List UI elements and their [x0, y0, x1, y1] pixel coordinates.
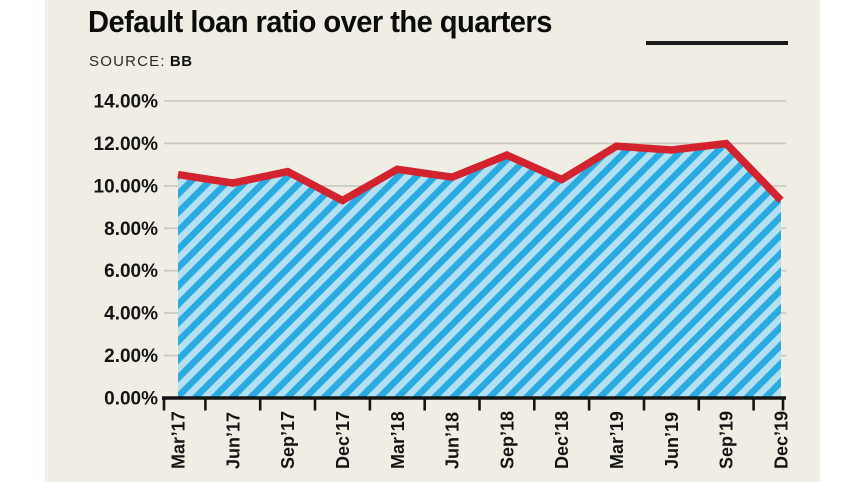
svg-text:6.00%: 6.00% — [104, 261, 158, 282]
svg-text:Sep’19: Sep’19 — [717, 411, 737, 469]
chart-title: Default loan ratio over the quarters — [88, 4, 552, 39]
svg-text:8.00%: 8.00% — [104, 219, 158, 240]
svg-text:Sep’17: Sep’17 — [278, 411, 298, 469]
svg-text:Jun’19: Jun’19 — [662, 412, 682, 469]
svg-text:Mar’17: Mar’17 — [169, 411, 189, 469]
svg-text:4.00%: 4.00% — [104, 304, 158, 325]
svg-text:2.00%: 2.00% — [104, 346, 158, 367]
source-value: BB — [169, 53, 193, 70]
svg-text:Dec’17: Dec’17 — [333, 411, 353, 469]
svg-text:Jun’18: Jun’18 — [443, 412, 463, 469]
svg-text:Mar’19: Mar’19 — [607, 411, 627, 469]
svg-text:12.00%: 12.00% — [94, 134, 159, 155]
title-rule — [646, 41, 788, 45]
svg-text:14.00%: 14.00% — [94, 92, 159, 113]
source-label: SOURCE: — [89, 53, 166, 70]
source-line: SOURCE: BB — [89, 53, 193, 70]
svg-text:Sep’18: Sep’18 — [497, 411, 517, 469]
svg-text:0.00%: 0.00% — [104, 389, 158, 410]
svg-text:Dec’19: Dec’19 — [772, 411, 792, 469]
svg-text:10.00%: 10.00% — [94, 176, 159, 197]
svg-text:Jun’17: Jun’17 — [223, 412, 243, 469]
svg-text:Dec’18: Dec’18 — [552, 411, 572, 469]
svg-text:Mar’18: Mar’18 — [388, 411, 408, 469]
